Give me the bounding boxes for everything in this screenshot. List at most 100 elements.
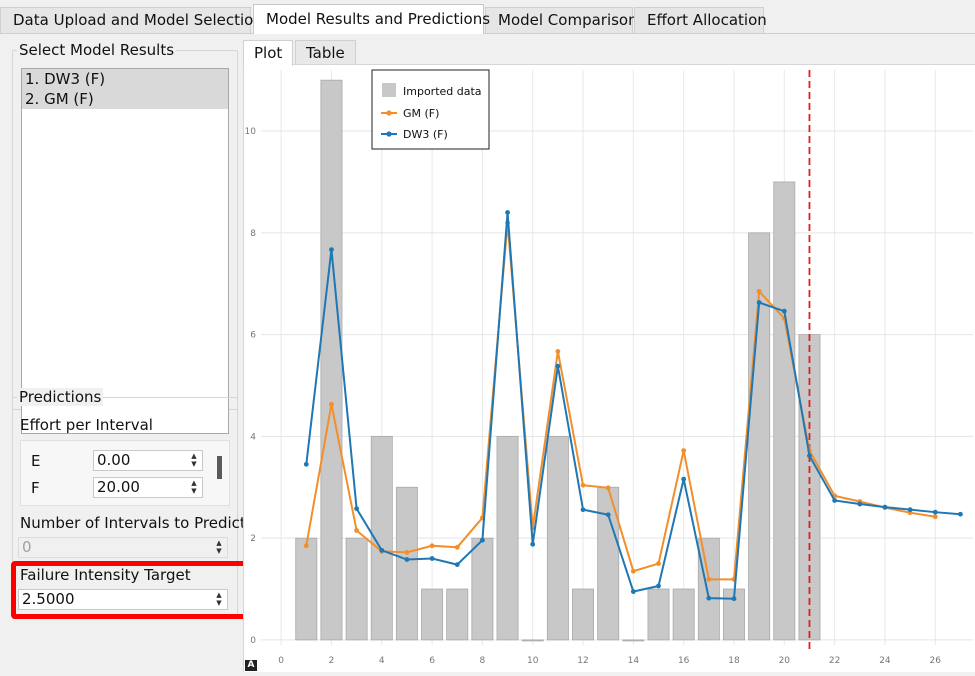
data-bar [370,435,393,641]
data-bar [546,435,569,641]
effort-f-value: 20.00 [97,478,140,496]
y-tick-label: 10 [245,127,257,137]
dw3-point [756,300,762,305]
x-tick-label: 0 [278,656,284,666]
dw3-point [630,589,636,594]
spin-arrows-icon[interactable]: ▲ ▼ [191,479,197,495]
gm-point [706,576,712,582]
failure-intensity-target-spinbox[interactable]: 2.5000 ▲ ▼ [18,589,228,610]
effort-row-label: E [31,452,41,470]
highlight-box [11,561,257,619]
x-tick-label: 22 [829,656,840,666]
x-tick-label: 2 [329,656,335,666]
select-model-results-title: Select Model Results [17,41,177,59]
data-bar [446,588,469,641]
data-bar [295,537,318,641]
data-bar [395,486,418,641]
tab-model-results[interactable]: Model Results and Predictions [253,4,490,34]
gm-point [354,528,360,533]
dw3-point [882,504,888,510]
gm-point [555,348,561,354]
legend-swatch-imported [382,83,396,97]
intervals-to-predict-label: Number of Intervals to Predict [20,514,246,532]
spin-arrows-icon[interactable]: ▲ ▼ [191,452,197,468]
spin-arrows-icon[interactable]: ▲ ▼ [216,539,222,555]
effort-scrollbar-handle[interactable] [217,456,222,479]
failure-intensity-target-value: 2.5000 [22,590,75,608]
list-item[interactable]: 2. GM (F) [22,89,228,109]
tab-effort-allocation[interactable]: Effort Allocation [634,7,767,33]
data-bar [320,79,343,641]
gm-point [329,401,334,407]
gm-point [630,568,636,574]
dw3-point [857,501,863,507]
subtab-table[interactable]: Table [295,40,356,66]
gm-point [404,549,410,555]
dw3-point [580,507,586,513]
dw3-point [505,210,510,215]
legend-label-imported: Imported data [403,85,482,98]
gm-point [454,544,460,550]
intervals-to-predict-spinbox[interactable]: 0 ▲ ▼ [18,537,228,558]
dw3-point [404,557,410,562]
dw3-point [932,509,938,515]
main-tab-bar: Data Upload and Model Selection Model Re… [0,0,975,34]
x-tick-label: 18 [728,656,740,666]
dw3-point [706,595,712,601]
legend-swatch-point [386,110,392,116]
y-tick-label: 6 [250,331,256,341]
effort-e-spinbox[interactable]: 0.00 ▲ ▼ [93,450,203,471]
dw3-point [832,498,838,503]
tab-data-upload[interactable]: Data Upload and Model Selection [0,7,263,33]
x-tick-label: 20 [779,656,791,666]
x-tick-label: 24 [879,656,891,666]
effort-per-interval-label: Effort per Interval [20,416,153,434]
data-bar [496,435,519,641]
x-tick-label: 26 [930,656,942,666]
x-tick-label: 6 [429,656,435,666]
spin-arrows-icon[interactable]: ▲ ▼ [216,591,222,607]
legend-label: DW3 (F) [403,128,448,141]
x-tick-label: 16 [678,656,690,666]
y-tick-label: 8 [250,229,256,239]
dw3-point [681,476,687,482]
x-tick-label: 10 [527,656,539,666]
x-tick-label: 4 [379,656,385,666]
data-bar [773,181,796,641]
failure-intensity-target-label: Failure Intensity Target [20,566,191,584]
legend-swatch-point [386,131,392,137]
x-tick-label: 12 [577,656,588,666]
effort-f-spinbox[interactable]: 20.00 ▲ ▼ [93,477,203,498]
list-item[interactable]: 1. DW3 (F) [22,69,228,89]
model-results-list[interactable]: 1. DW3 (F) 2. GM (F) [21,68,229,434]
subtab-plot[interactable]: Plot [243,40,294,66]
dw3-point [555,363,561,369]
gm-point [932,514,938,520]
gm-point [656,561,661,566]
data-bar [345,537,368,641]
x-tick-label: 14 [628,656,640,666]
plot-panel: 0 2 4 6 8 10 12 14 16 18 20 22 24 26 0 2 4 6 8 10 Imported d… [243,64,975,672]
gm-point [605,485,611,491]
dw3-point [329,247,334,253]
y-tick-label: 2 [250,534,256,544]
dw3-point [479,537,485,543]
tab-model-comparison[interactable]: Model Comparison [485,7,638,33]
gm-point [580,482,586,488]
y-tick-label: 0 [250,636,256,646]
dw3-point [656,583,661,589]
gm-point [681,448,687,454]
dw3-point [731,596,737,602]
dw3-point [354,506,360,512]
dw3-point [605,512,611,518]
gm-point [429,543,435,549]
dw3-point [454,562,460,568]
data-bar [421,588,444,641]
legend-label: GM (F) [403,107,439,120]
dw3-point [379,547,385,553]
data-bar [471,537,494,641]
autoscale-icon[interactable]: A [245,660,257,671]
data-bar [647,588,670,641]
dw3-point [781,308,787,314]
